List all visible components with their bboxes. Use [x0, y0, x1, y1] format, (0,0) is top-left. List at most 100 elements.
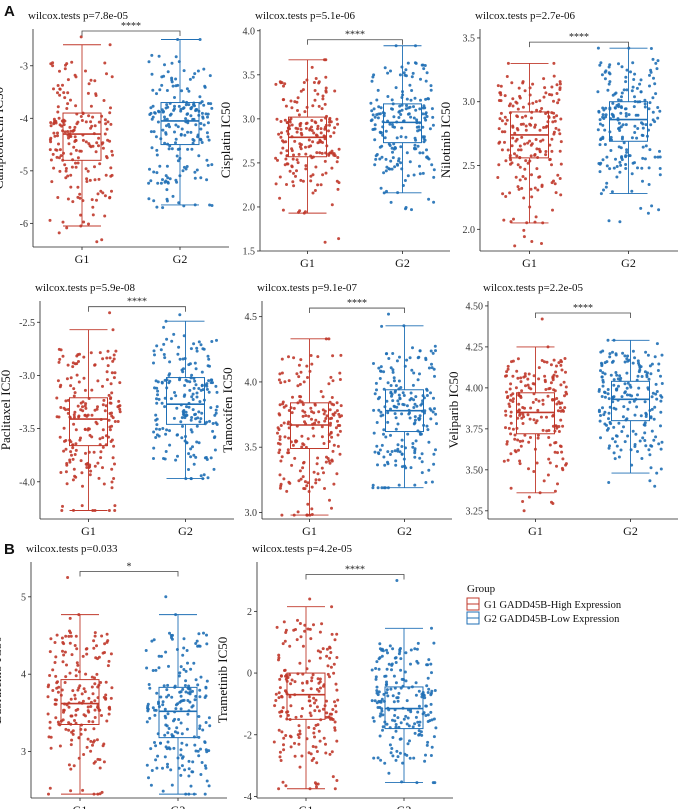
data-point: [59, 383, 63, 387]
data-point: [301, 644, 305, 648]
data-point: [394, 681, 398, 685]
data-point: [382, 370, 386, 374]
data-point: [620, 155, 624, 159]
data-point: [404, 651, 408, 655]
data-point: [68, 125, 72, 129]
data-point: [105, 632, 109, 636]
data-point: [599, 414, 602, 417]
data-point: [100, 790, 104, 794]
data-point: [162, 342, 166, 346]
data-point: [179, 694, 183, 698]
data-point: [207, 390, 211, 394]
data-point: [310, 507, 314, 511]
data-point: [519, 396, 523, 399]
data-point: [375, 685, 379, 689]
data-point: [161, 703, 165, 707]
data-point: [624, 123, 628, 127]
data-point: [328, 498, 331, 502]
data-point: [333, 126, 337, 130]
data-point: [623, 390, 627, 394]
data-point: [323, 409, 327, 413]
data-point: [279, 81, 283, 85]
data-point: [396, 191, 400, 195]
data-point: [301, 689, 305, 692]
data-point: [414, 715, 418, 719]
data-point: [289, 99, 293, 103]
data-point: [619, 448, 623, 452]
data-point: [61, 641, 65, 644]
y-tick-label: 3.5: [463, 33, 476, 44]
data-point: [373, 138, 377, 142]
data-point: [193, 361, 197, 365]
data-point: [293, 741, 296, 745]
data-point: [522, 415, 526, 419]
data-point: [383, 761, 387, 765]
data-point: [298, 145, 302, 149]
data-point: [419, 432, 423, 436]
data-point: [147, 181, 151, 185]
data-point: [79, 115, 83, 118]
data-point: [286, 422, 290, 426]
data-point: [429, 349, 433, 353]
data-point: [174, 394, 178, 398]
y-tick-label: 4.0: [245, 377, 258, 388]
data-point: [537, 399, 541, 403]
data-point: [213, 413, 217, 417]
data-point: [516, 416, 520, 420]
data-point: [541, 221, 545, 225]
data-point: [192, 462, 196, 466]
data-point: [311, 155, 315, 159]
y-tick-label: 3.25: [466, 506, 484, 517]
data-point: [307, 726, 311, 729]
data-point: [339, 353, 343, 357]
data-point: [308, 711, 312, 715]
data-point: [414, 395, 418, 399]
data-point: [524, 384, 527, 388]
data-point: [607, 411, 611, 415]
data-point: [150, 639, 154, 643]
data-point: [155, 171, 159, 175]
data-point: [292, 513, 296, 517]
data-point: [603, 372, 607, 376]
data-point: [173, 130, 176, 134]
data-point: [406, 432, 410, 436]
data-point: [650, 204, 654, 208]
data-point: [601, 380, 605, 384]
data-point: [603, 395, 607, 399]
data-point: [638, 439, 642, 443]
data-point: [414, 681, 418, 685]
data-point: [386, 381, 390, 385]
data-point: [90, 685, 94, 689]
data-point: [380, 654, 384, 658]
data-point: [414, 108, 418, 112]
data-point: [154, 436, 158, 439]
data-point: [159, 695, 163, 699]
data-point: [279, 482, 283, 486]
data-point: [103, 409, 107, 413]
data-point: [410, 208, 413, 212]
data-point: [65, 482, 69, 486]
data-point: [95, 644, 98, 648]
data-point: [176, 352, 180, 356]
data-point: [110, 371, 114, 375]
data-point: [154, 413, 158, 417]
data-point: [89, 700, 93, 704]
data-point: [48, 218, 52, 222]
data-point: [613, 457, 617, 461]
data-point: [86, 169, 90, 173]
data-point: [522, 375, 526, 379]
data-point: [171, 734, 174, 738]
data-point: [549, 363, 553, 367]
data-point: [152, 170, 156, 174]
data-point: [76, 663, 80, 667]
data-point: [323, 159, 327, 163]
data-point: [500, 148, 504, 152]
data-point: [52, 87, 55, 91]
significance-bracket: [535, 312, 631, 319]
data-point: [513, 437, 517, 441]
data-point: [187, 687, 191, 691]
data-point: [419, 403, 423, 407]
data-point: [73, 693, 77, 697]
data-point: [553, 450, 557, 454]
